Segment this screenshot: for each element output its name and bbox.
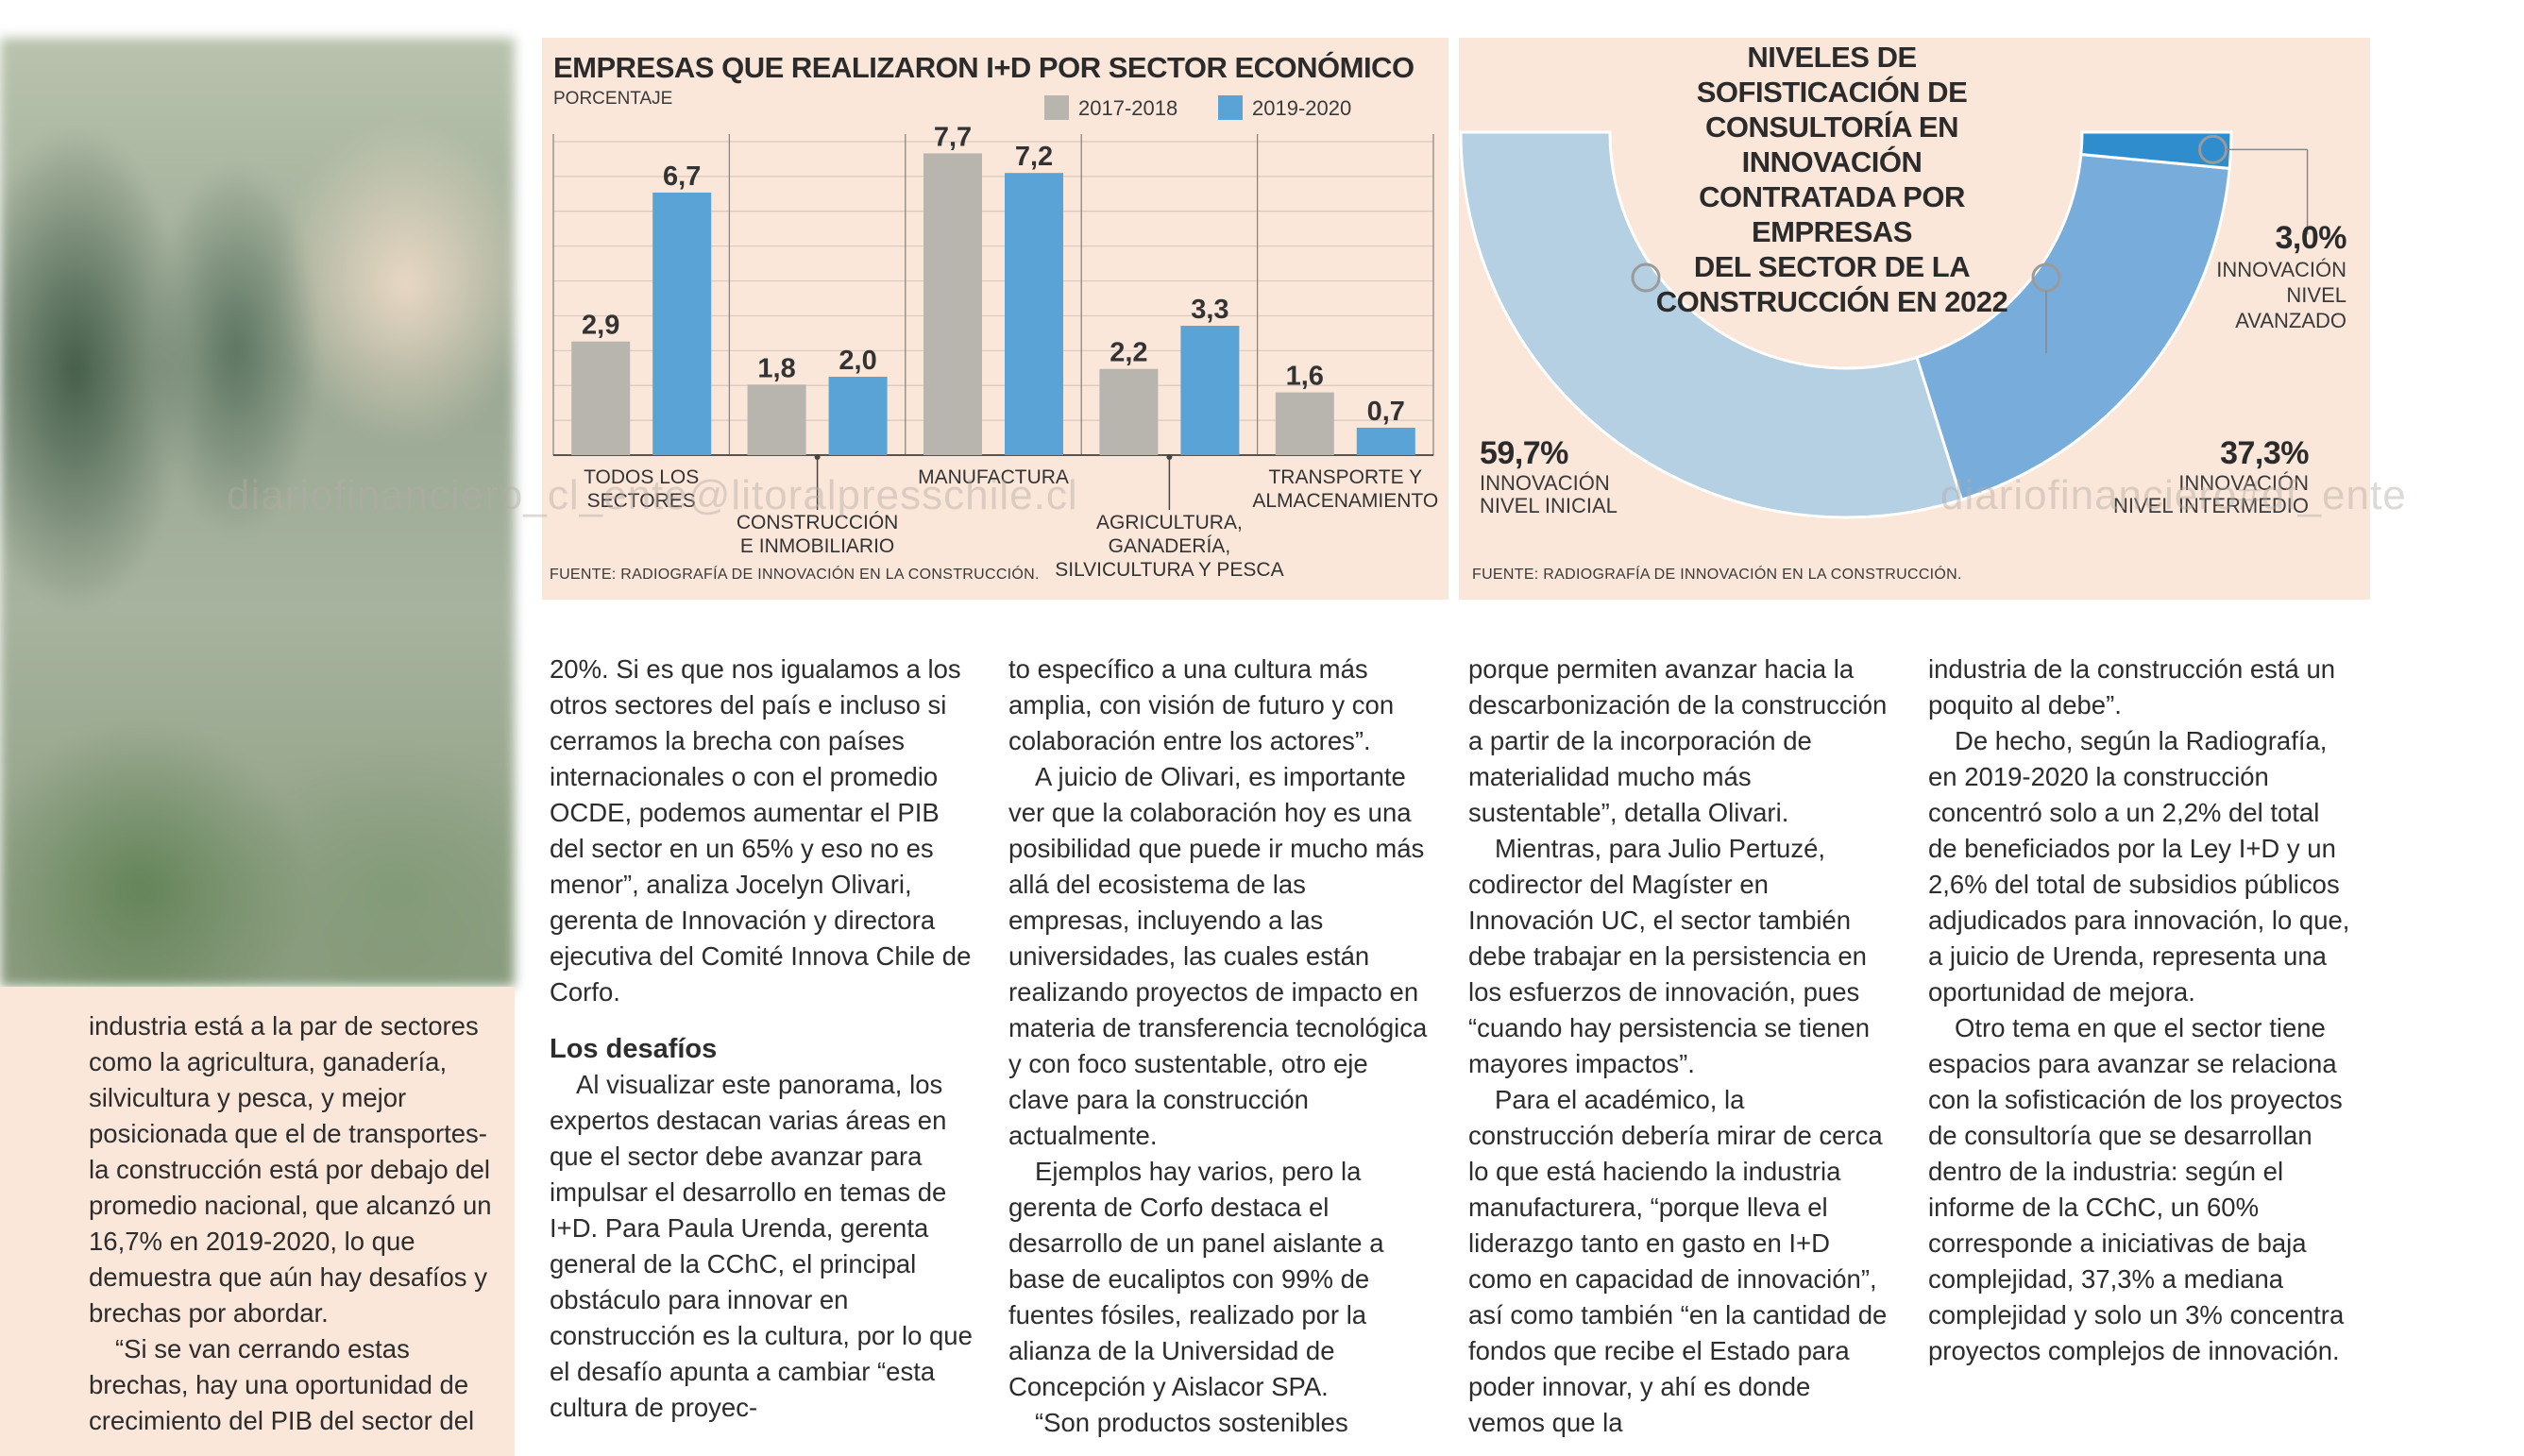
bar-2019-2020-3 [1180, 326, 1240, 455]
article-column-2: 20%. Si es que nos igualamos a los otros… [550, 652, 973, 1426]
article-paragraph: to específico a una cultura más amplia, … [1008, 654, 1395, 755]
label-avanzado-line3: AVANZADO [2235, 309, 2346, 332]
watermark-2: diariofinanciero#df_ente [1940, 472, 2407, 518]
article-paragraph: Al visualizar este panorama, los experto… [550, 1070, 973, 1422]
bar-value-label: 1,6 [1286, 362, 1324, 392]
donut-chart-source: FUENTE: RADIOGRAFÍA DE INNOVACIÓN EN LA … [1472, 567, 1962, 583]
article-column-3: to específico a una cultura más amplia, … [1008, 652, 1431, 1441]
bar-2019-2020-0 [652, 192, 712, 455]
bar-value-label: 1,8 [757, 353, 795, 383]
category-label: MANUFACTURA [918, 466, 1069, 488]
bar-value-label: 7,7 [934, 122, 972, 152]
label-avanzado-line1: INNOVACIÓN [2216, 258, 2346, 281]
article-paragraph: “Si se van cerrando estas brechas, hay u… [89, 1334, 475, 1435]
label-inicial-value: 59,7% [1480, 435, 1568, 471]
legend-label-2017: 2017-2018 [1078, 96, 1178, 120]
donut-title-line-2: CONSULTORÍA EN INNOVACIÓN [1705, 110, 1959, 178]
marker-avanzado [2198, 134, 2228, 164]
donut-title-line-5: CONSTRUCCIÓN EN 2022 [1655, 285, 2008, 318]
article-column-4: porque permiten avanzar hacia la descarb… [1468, 652, 1891, 1441]
article-column-5: industria de la construcción está un poq… [1928, 652, 2351, 1369]
article-paragraph: 20%. Si es que nos igualamos a los otros… [550, 654, 972, 1007]
bar-chart-title: EMPRESAS QUE REALIZARON I+D POR SECTOR E… [553, 51, 1414, 84]
label-inicial: 59,7% INNOVACIÓN NIVEL INICIAL [1480, 434, 1618, 517]
article-subhead: Los desafíos [550, 1034, 718, 1064]
bar-2017-2018-3 [1099, 368, 1159, 455]
bar-2017-2018-2 [923, 153, 982, 455]
article-paragraph: industria está a la par de sectores como… [89, 1011, 492, 1328]
legend-swatch-2017 [1044, 95, 1069, 120]
article-paragraph: industria de la construcción está un poq… [1928, 654, 2336, 720]
marker-inicial [1631, 262, 1661, 293]
article-photo [0, 38, 515, 987]
donut-title-line-3: CONTRATADA POR EMPRESAS [1699, 180, 1965, 248]
bar-2017-2018-1 [747, 384, 806, 455]
category-label: TRANSPORTE Y [1268, 466, 1422, 488]
article-paragraph: Mientras, para Julio Pertuzé, codirector… [1468, 834, 1870, 1078]
bar-2017-2018-0 [571, 341, 631, 455]
label-inicial-line1: INNOVACIÓN [1480, 471, 1610, 495]
bar-2019-2020-4 [1356, 427, 1415, 455]
donut-chart-panel: NIVELES DE SOFISTICACIÓN DE CONSULTORÍA … [1459, 38, 2370, 600]
bar-value-label: 0,7 [1367, 397, 1405, 427]
category-label: ALMACENAMIENTO [1252, 490, 1438, 512]
bar-2019-2020-2 [1005, 173, 1063, 455]
bar-value-label: 2,0 [839, 346, 876, 376]
label-intermedio-line2: NIVEL INTERMEDIO [2113, 494, 2309, 517]
category-label: CONSTRUCCIÓN [737, 512, 899, 533]
article-paragraph: porque permiten avanzar hacia la descarb… [1468, 654, 1888, 827]
category-label: GANADERÍA, [1109, 535, 1231, 557]
bar-value-label: 6,7 [663, 161, 701, 192]
category-label: SECTORES [587, 490, 696, 512]
article-column-1: industria está a la par de sectores como… [89, 1008, 512, 1439]
bar-value-label: 3,3 [1191, 295, 1228, 325]
article-paragraph: “Son productos sostenibles [1035, 1408, 1348, 1437]
label-inicial-line2: NIVEL INICIAL [1480, 494, 1618, 517]
donut-title-line-1: NIVELES DE SOFISTICACIÓN DE [1696, 41, 1968, 109]
bar-value-label: 2,2 [1110, 338, 1147, 368]
left-text-panel [0, 987, 515, 1456]
donut-chart-title: NIVELES DE SOFISTICACIÓN DE CONSULTORÍA … [1634, 40, 2030, 319]
category-label: SILVICULTURA Y PESCA [1055, 559, 1283, 581]
donut-title-line-4: DEL SECTOR DE LA [1693, 250, 1971, 283]
label-avanzado-line2: NIVEL [2286, 283, 2346, 307]
donut-slice-2 [2079, 130, 2233, 171]
legend-label-2019: 2019-2020 [1252, 96, 1352, 120]
article-paragraph: Ejemplos hay varios, pero la gerenta de … [1008, 1157, 1384, 1401]
label-intermedio: 37,3% INNOVACIÓN NIVEL INTERMEDIO [2063, 434, 2310, 517]
donut-slice-1 [1915, 152, 2231, 502]
category-label: AGRICULTURA, [1096, 512, 1243, 533]
bar-chart-source: FUENTE: RADIOGRAFÍA DE INNOVACIÓN EN LA … [550, 567, 1040, 583]
legend-swatch-2019 [1218, 95, 1243, 120]
donut-chart-svg [1459, 130, 2309, 519]
category-label: E INMOBILIARIO [740, 535, 894, 557]
bar-2019-2020-1 [828, 377, 888, 455]
category-leader-dot [814, 454, 821, 460]
article-paragraph: Para el académico, la construcción deber… [1468, 1085, 1888, 1437]
bar-2017-2018-4 [1275, 392, 1334, 455]
bar-value-label: 2,9 [582, 311, 619, 341]
bar-chart-subtitle: PORCENTAJE [553, 89, 673, 109]
label-intermedio-line1: INNOVACIÓN [2178, 471, 2309, 495]
label-avanzado: 3,0% INNOVACIÓN NIVEL AVANZADO [2158, 219, 2346, 333]
article-paragraph: Otro tema en que el sector tiene espacio… [1928, 1013, 2345, 1365]
article-paragraph: De hecho, según la Radiografía, en 2019-… [1928, 726, 2350, 1007]
bar-chart-panel: EMPRESAS QUE REALIZARON I+D POR SECTOR E… [542, 38, 1448, 600]
bar-value-label: 7,2 [1015, 142, 1053, 172]
article-paragraph: A juicio de Olivari, es importante ver q… [1008, 762, 1428, 1150]
category-leader-dot [1166, 454, 1173, 460]
label-avanzado-value: 3,0% [2275, 220, 2347, 256]
watermark-1: diariofinanciero_cl_ente@litoralpresschi… [227, 472, 1078, 518]
label-intermedio-value: 37,3% [2220, 435, 2309, 471]
category-label: TODOS LOS [584, 466, 699, 488]
